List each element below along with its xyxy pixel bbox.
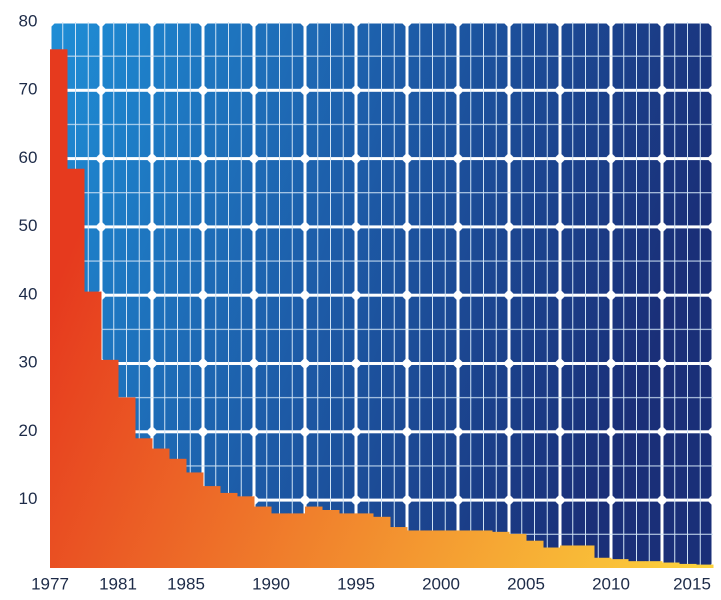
x-tick-label: 2005 bbox=[507, 574, 545, 593]
bar bbox=[67, 168, 85, 569]
y-tick-label: 10 bbox=[19, 489, 38, 508]
x-tick-label: 2000 bbox=[422, 574, 460, 593]
bar bbox=[339, 513, 357, 568]
x-tick-label: 2015 bbox=[673, 574, 711, 593]
bar bbox=[458, 530, 476, 568]
bar bbox=[101, 359, 119, 568]
bar bbox=[322, 509, 340, 568]
bar bbox=[645, 561, 663, 568]
bar bbox=[509, 533, 527, 568]
y-tick-label: 30 bbox=[19, 353, 38, 372]
x-tick-label: 1990 bbox=[252, 574, 290, 593]
bar bbox=[186, 472, 204, 568]
bar bbox=[203, 486, 221, 568]
bar bbox=[305, 506, 323, 568]
bar bbox=[407, 530, 425, 568]
bar bbox=[543, 547, 561, 568]
y-tick-label: 50 bbox=[19, 216, 38, 235]
bar bbox=[628, 561, 646, 568]
x-tick-label: 1985 bbox=[167, 574, 205, 593]
bar bbox=[679, 563, 697, 568]
x-tick-label: 2010 bbox=[592, 574, 630, 593]
x-tick-label: 1981 bbox=[99, 574, 137, 593]
bar bbox=[169, 458, 187, 568]
bar bbox=[152, 448, 170, 568]
bar bbox=[577, 545, 595, 568]
y-tick-label: 60 bbox=[19, 148, 38, 167]
bar bbox=[611, 559, 629, 568]
bar bbox=[696, 564, 714, 568]
bar bbox=[475, 530, 493, 568]
bar bbox=[356, 513, 374, 568]
y-tick-label: 70 bbox=[19, 80, 38, 99]
bar bbox=[50, 49, 68, 569]
y-tick-label: 80 bbox=[19, 11, 38, 30]
bar bbox=[288, 513, 306, 568]
bar bbox=[373, 516, 391, 568]
bar bbox=[662, 562, 680, 568]
bar bbox=[118, 397, 136, 568]
bar bbox=[135, 438, 153, 568]
y-tick-label: 40 bbox=[19, 284, 38, 303]
bar bbox=[492, 531, 510, 568]
bar bbox=[254, 506, 272, 568]
x-tick-label: 1977 bbox=[31, 574, 69, 593]
bar bbox=[390, 527, 408, 568]
bar bbox=[526, 540, 544, 568]
bar bbox=[271, 513, 289, 568]
bar bbox=[237, 496, 255, 568]
bar bbox=[560, 545, 578, 568]
bar bbox=[84, 291, 102, 568]
x-tick-label: 1995 bbox=[337, 574, 375, 593]
y-tick-label: 20 bbox=[19, 421, 38, 440]
bar bbox=[424, 530, 442, 568]
bar bbox=[441, 530, 459, 568]
bar bbox=[594, 557, 612, 568]
bar bbox=[220, 492, 238, 568]
